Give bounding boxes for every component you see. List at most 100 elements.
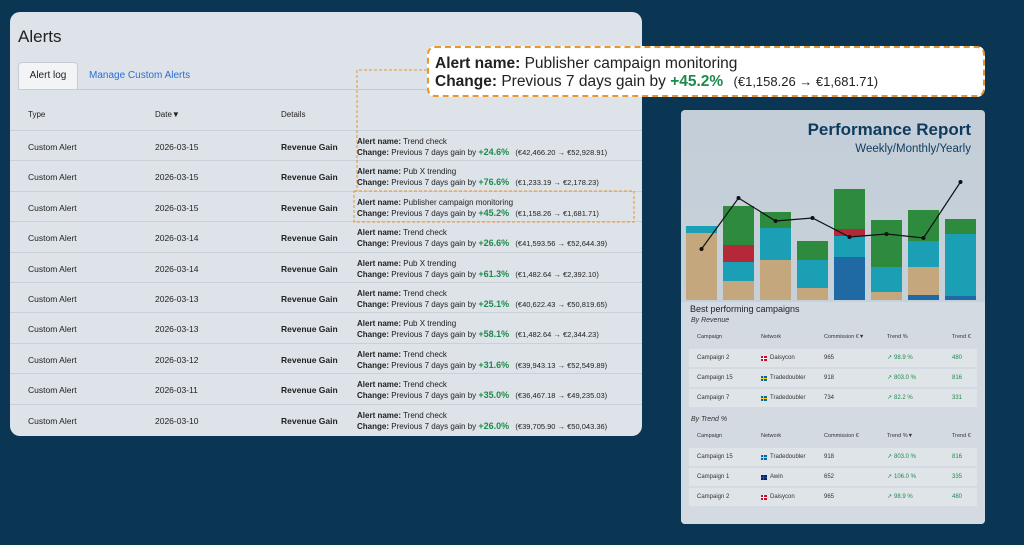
label: Change: — [357, 148, 389, 157]
type: Custom Alert — [28, 415, 77, 426]
cell: Tradedoubler — [770, 395, 806, 401]
alert-row: Custom Alert 2026-03-11 Revenue Gain Alert … — [10, 373, 642, 403]
alert-row: Custom Alert 2026-03-15 Revenue Gain Alert … — [10, 130, 642, 160]
bar-segment — [797, 241, 828, 260]
change-text: Previous 7 days gain by — [391, 178, 477, 188]
label: Change: — [357, 300, 389, 309]
trend-point — [847, 235, 852, 239]
change-line: Change: Previous 7 days gain by +31.6% (… — [357, 360, 607, 371]
col-header: Campaign — [697, 334, 723, 340]
trend-icon: ↗ — [887, 454, 893, 460]
col-header: Trend € — [952, 433, 971, 439]
callout: Alert name: Publisher campaign monitorin… — [427, 46, 985, 97]
label: Alert name: — [435, 55, 521, 72]
cell: 98.9 % — [894, 355, 913, 361]
change-line: Change: Previous 7 days gain by +61.3% (… — [357, 269, 599, 280]
cell: Awin — [770, 474, 783, 480]
alert-name-line: Alert name: Trend check — [357, 289, 447, 299]
bar-segment — [945, 234, 976, 296]
trend-icon: ↗ — [887, 494, 893, 500]
alert-name: Trend check — [403, 410, 447, 420]
label: Change: — [357, 421, 389, 431]
trend-point — [773, 219, 778, 223]
alert-name-line: Alert name: Publisher campaign monitorin… — [357, 198, 513, 208]
gain: +76.6% — [478, 177, 510, 188]
alert-row: Custom Alert 2026-03-13 Revenue Gain Alert … — [10, 282, 642, 312]
details: Revenue Gain — [281, 324, 338, 335]
label: Change: — [357, 269, 389, 279]
label: Alert name: — [357, 137, 402, 146]
col-header: Details — [281, 110, 306, 119]
change-line: Change: Previous 7 days gain by +26.6% (… — [357, 238, 607, 249]
range: (€1,233.19 → €2,178.23) — [515, 178, 599, 188]
flag-icon — [761, 396, 767, 401]
details: Revenue Gain — [281, 202, 338, 213]
table-row — [689, 448, 977, 466]
cell: Campaign 2 — [697, 355, 730, 361]
label: Change: — [357, 391, 389, 401]
range: (€42,466.20 → €52,928.91) — [515, 148, 608, 157]
alert-name-line: Alert name: Trend check — [357, 380, 447, 390]
label: Alert name: — [357, 349, 402, 359]
bar-segment — [723, 206, 754, 245]
label: Alert name: — [357, 410, 402, 420]
gain: +61.3% — [478, 268, 510, 279]
details: Revenue Gain — [281, 354, 338, 365]
bar-segment — [723, 245, 754, 262]
col-header: Campaign — [697, 433, 723, 439]
col-header: Commission €▼ — [824, 334, 865, 340]
table-row — [689, 369, 977, 387]
change-line: Change: Previous 7 days gain by +58.1% (… — [357, 329, 599, 340]
label: Change: — [357, 239, 389, 249]
date: 2026-03-14 — [155, 263, 199, 274]
change-text: Previous 7 days gain by — [391, 330, 477, 340]
date: 2026-03-11 — [155, 385, 198, 396]
gain: +58.1% — [478, 329, 510, 340]
alert-name: Publisher campaign monitoring — [524, 55, 738, 72]
change-text: Previous 7 days gain by — [391, 269, 477, 279]
report-title: Performance Report — [807, 120, 971, 139]
alert-row: Custom Alert 2026-03-10 Revenue Gain Alert … — [10, 403, 642, 434]
type: Custom Alert — [28, 324, 77, 335]
type: Custom Alert — [28, 202, 77, 213]
cell: 480 — [952, 494, 963, 500]
label: Alert name: — [357, 380, 402, 390]
cell: 106.0 % — [894, 474, 917, 480]
type: Custom Alert — [28, 294, 77, 304]
change-text: Previous 7 days gain by — [391, 391, 477, 401]
type: Custom Alert — [28, 385, 77, 396]
range: (€40,622.43 → €50,819.65) — [515, 300, 608, 309]
bar-segment — [834, 257, 865, 300]
cell: Campaign 7 — [697, 395, 730, 401]
section-title: Best performing campaigns — [690, 304, 800, 314]
cell: 918 — [824, 454, 835, 460]
bar-segment — [834, 189, 865, 229]
col-header: Network — [761, 433, 782, 439]
alert-row: Custom Alert 2026-03-15 Revenue Gain Alert … — [10, 190, 642, 221]
details: Revenue Gain — [281, 263, 338, 274]
range: (€36,467.18 → €49,235.03) — [515, 391, 608, 401]
trend-icon: ↗ — [887, 395, 893, 401]
tab[interactable]: Alert log — [18, 62, 78, 89]
label: Alert name: — [357, 197, 402, 207]
col-header[interactable]: Date▼ — [155, 110, 180, 119]
bar-segment — [871, 267, 902, 292]
tab[interactable]: Manage Custom Alerts — [89, 70, 191, 81]
change-text: Previous 7 days gain by — [391, 421, 477, 431]
flag-icon — [761, 376, 767, 381]
table-row — [689, 488, 977, 506]
range: (€1,158.26 → €1,681.71) — [515, 208, 599, 218]
details: Revenue Gain — [281, 385, 338, 396]
alert-name: Trend check — [403, 289, 447, 298]
cell: Tradedoubler — [770, 454, 806, 460]
label: Change: — [357, 208, 389, 218]
date: 2026-03-15 — [155, 202, 199, 213]
cell: Campaign 2 — [697, 494, 730, 500]
alert-name: Publisher campaign monitoring — [403, 197, 514, 207]
alert-name-line: Alert name: Pub X trending — [357, 259, 456, 269]
bar-segment — [908, 241, 939, 267]
label: Alert name: — [357, 167, 402, 177]
cell: Campaign 15 — [697, 375, 733, 381]
type: Custom Alert — [28, 233, 77, 244]
